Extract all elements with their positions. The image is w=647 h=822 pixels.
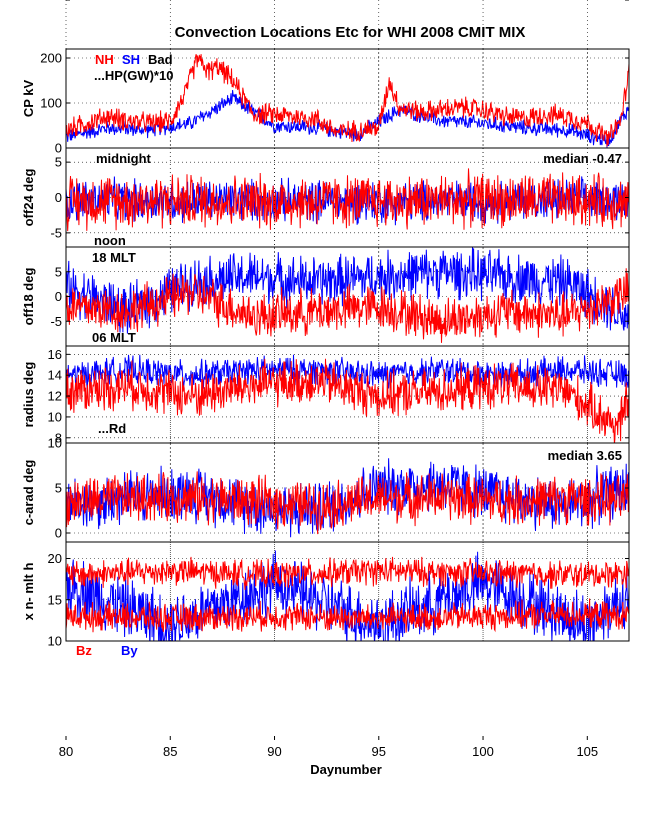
- y-axis-label: radius deg: [21, 362, 36, 428]
- y-tick-label: 16: [48, 347, 62, 362]
- series-nh: [66, 168, 629, 232]
- y-tick-label: 5: [55, 481, 62, 496]
- y-axis-label: 15m IMF nT: [0, 0, 36, 3]
- series-nh-dawn: [66, 598, 629, 633]
- annotation: median -0.47: [543, 151, 622, 166]
- x-axis-label: Daynumber: [310, 762, 382, 777]
- series-nh: [66, 471, 629, 535]
- series-nh: [66, 54, 629, 147]
- annotation: ...HP(GW)*10: [94, 68, 173, 83]
- y-axis-label: off24 deg: [21, 169, 36, 227]
- y-tick-label: 10: [48, 0, 62, 3]
- panel-frame: [65, 541, 630, 642]
- y-axis-label: off18 deg: [21, 268, 36, 326]
- y-tick-label: 8: [55, 430, 62, 445]
- x-tick-label: 95: [372, 744, 386, 759]
- annotation: median 3.65: [548, 448, 622, 463]
- annotation: Bad: [148, 52, 173, 67]
- chart-title: Convection Locations Etc for WHI 2008 CM…: [175, 24, 526, 41]
- y-tick-label: -5: [50, 314, 62, 329]
- y-axis-label: x n- mlt h: [21, 563, 36, 621]
- y-tick-label: 0: [55, 289, 62, 304]
- y-tick-label: 10: [48, 634, 62, 649]
- x-tick-label: 80: [59, 744, 73, 759]
- y-tick-label: 200: [40, 51, 62, 66]
- x-tick-label: 100: [472, 744, 494, 759]
- series-sh: [66, 354, 629, 391]
- y-tick-label: 10: [48, 436, 62, 451]
- y-tick-label: 12: [48, 389, 62, 404]
- x-tick-label: 85: [163, 744, 177, 759]
- series-nh: [66, 358, 629, 443]
- annotation: 18 MLT: [92, 250, 136, 265]
- y-tick-label: 0: [55, 526, 62, 541]
- x-axis-ticks: 80 85 90 95 100 105: [59, 736, 598, 759]
- annotation: NH: [95, 52, 114, 67]
- panel-1: 0 100 200 CP kV NH SH Bad...HP(GW)*10: [21, 48, 630, 156]
- annotation: midnight: [96, 151, 152, 166]
- series-sh: [66, 550, 629, 641]
- panel-3: -5 0 5 off18 deg noon 18 MLT 06 MLT: [21, 233, 630, 347]
- y-tick-label: 14: [48, 368, 62, 383]
- panel-4: 8 10 12 14 16 radius deg ...Rd: [21, 345, 630, 445]
- y-tick-label: 20: [48, 551, 62, 566]
- y-tick-label: 0: [55, 0, 62, 3]
- y-tick-label: 10: [48, 409, 62, 424]
- x-tick-label: 105: [576, 744, 598, 759]
- y-tick-label: 0: [55, 141, 62, 156]
- annotation: By: [121, 643, 138, 658]
- y-tick-label: 100: [40, 96, 62, 111]
- x-tick-label: 90: [267, 744, 281, 759]
- y-tick-label: -5: [50, 225, 62, 240]
- annotation: SH: [122, 52, 140, 67]
- panel-5: 0 5 10 c-arad deg median 3.65: [21, 436, 630, 543]
- panel-6: 10 15 20 x n- mlt h: [21, 541, 630, 649]
- series-nh-dusk: [66, 556, 629, 590]
- annotation: ...Rd: [98, 421, 126, 436]
- y-axis-label: CP kV: [21, 80, 36, 118]
- y-tick-label: 5: [55, 155, 62, 170]
- y-tick-label: 0: [55, 190, 62, 205]
- series-nh: [66, 268, 629, 343]
- annotation: noon: [94, 233, 126, 248]
- y-tick-label: -10: [43, 0, 62, 3]
- panel-7: -1001015m IMF nTBzBy: [0, 0, 629, 658]
- y-axis-label: c-arad deg: [21, 460, 36, 526]
- y-tick-label: 15: [48, 592, 62, 607]
- y-tick-label: 5: [55, 264, 62, 279]
- annotation: 06 MLT: [92, 330, 136, 345]
- annotation: Bz: [76, 643, 92, 658]
